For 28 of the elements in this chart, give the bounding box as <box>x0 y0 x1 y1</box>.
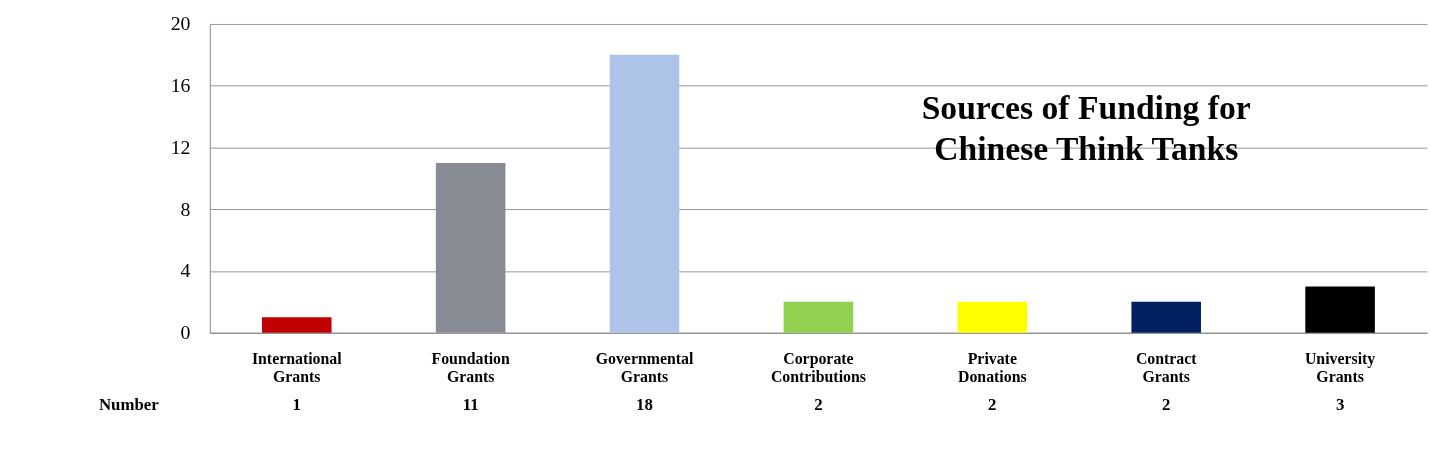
x-tick-label: University Grants <box>1304 349 1376 385</box>
y-tick-label: 8 <box>180 197 191 220</box>
x-tick-label: Contract Grants <box>1135 349 1198 385</box>
x-tick-label: Foundation Grants <box>431 349 510 385</box>
bar <box>609 54 680 333</box>
data-label: 18 <box>636 394 653 414</box>
x-tick-label: Corporate Contributions <box>770 349 866 385</box>
text: Sources of Funding for Chinese Think Tanks <box>921 88 1251 168</box>
data-label: 11 <box>462 394 479 414</box>
data-label: 2 <box>988 394 997 414</box>
bar <box>261 317 332 333</box>
bar <box>1305 286 1375 333</box>
bar <box>957 301 1028 333</box>
x-tick-label: Governmental Grants <box>595 349 694 385</box>
data-label: 1 <box>292 394 301 414</box>
text: Number <box>98 394 160 414</box>
bar <box>783 301 854 333</box>
x-tick-label: Private Donations <box>958 349 1027 385</box>
data-label: 2 <box>1162 394 1171 414</box>
y-tick-label: 4 <box>180 259 191 282</box>
bar <box>1131 301 1201 333</box>
y-tick-label: 12 <box>170 135 191 158</box>
data-label: 3 <box>1335 394 1345 414</box>
data-label: 2 <box>814 394 823 414</box>
x-tick-label: International Grants <box>251 349 343 385</box>
y-tick-label: 16 <box>170 74 191 97</box>
y-tick-label: 20 <box>170 12 191 35</box>
y-tick-label: 0 <box>180 321 191 344</box>
